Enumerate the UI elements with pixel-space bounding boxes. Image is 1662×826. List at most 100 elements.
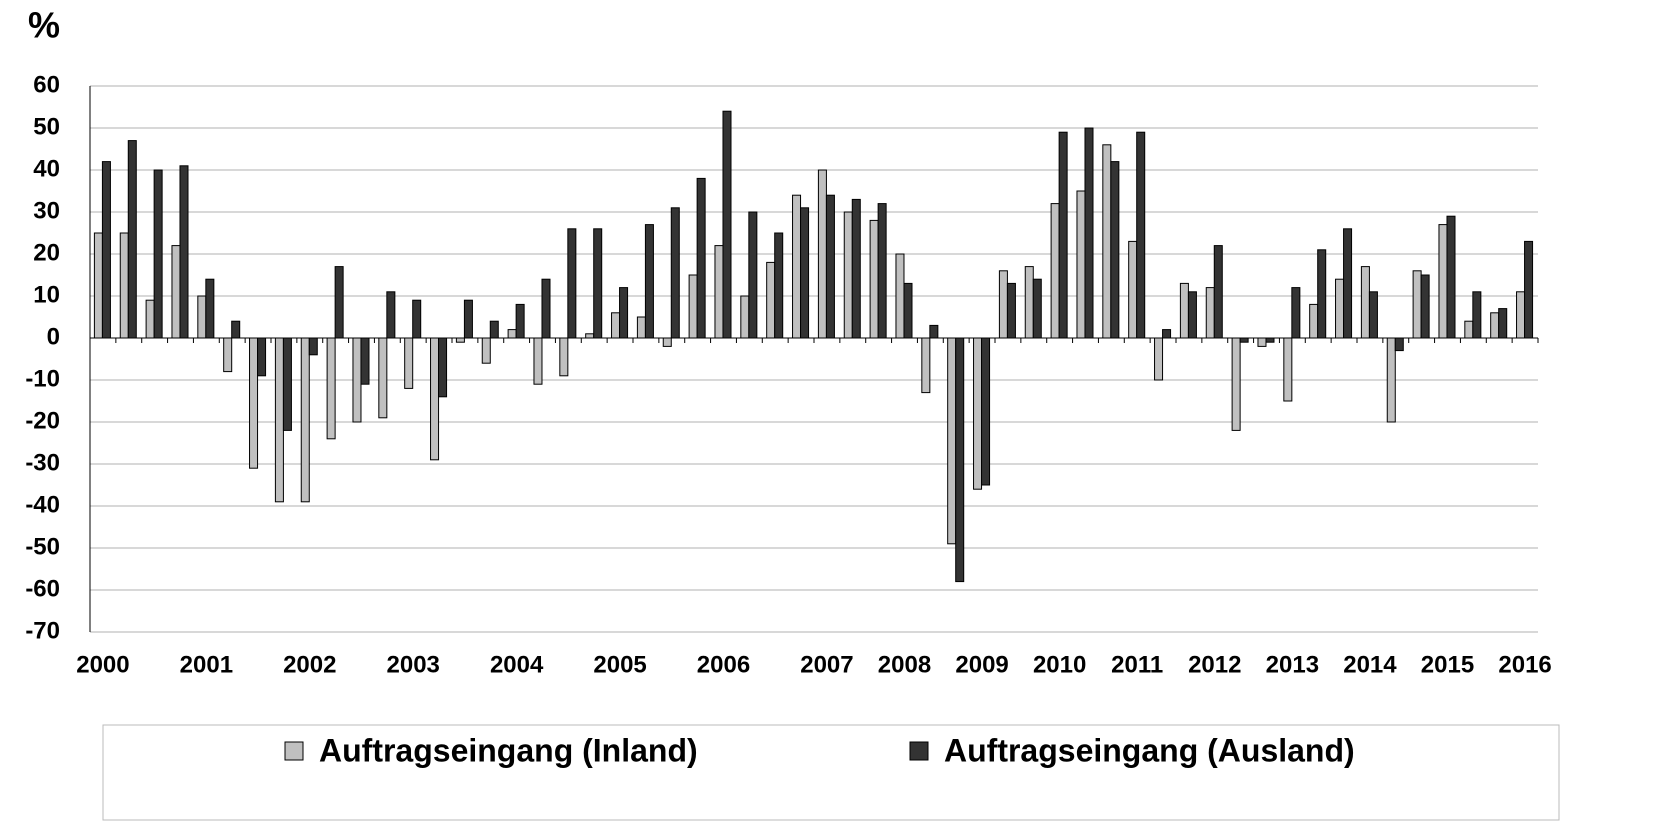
bar (973, 337, 983, 490)
bar (792, 194, 802, 339)
bar (438, 337, 448, 398)
bar (274, 337, 284, 503)
bar (800, 207, 810, 339)
bar (1412, 270, 1422, 339)
legend-box (102, 724, 1560, 821)
y-tick-label: -50 (25, 533, 60, 560)
y-tick-label: 60 (33, 71, 60, 98)
bar (463, 299, 473, 339)
bar (386, 291, 396, 339)
bar (430, 337, 440, 461)
x-tick-label: 2003 (387, 651, 440, 678)
bar (533, 337, 543, 385)
bar (662, 337, 672, 347)
bar (869, 219, 879, 339)
y-tick-label: 40 (33, 155, 60, 182)
y-tick-label: -30 (25, 449, 60, 476)
bar (179, 165, 189, 339)
legend-label: Auftragseingang (Ausland) (944, 732, 1355, 768)
bar (1335, 278, 1345, 339)
bar (1524, 240, 1534, 339)
bar (515, 303, 525, 339)
bar (921, 337, 931, 394)
bar (257, 337, 267, 377)
bar (352, 337, 362, 423)
bar (877, 203, 887, 339)
bar (998, 270, 1008, 339)
bar (1291, 287, 1301, 339)
bar (1102, 144, 1112, 339)
bar (249, 337, 259, 469)
x-tick-label: 2009 (955, 651, 1008, 678)
bar (360, 337, 370, 385)
bar (1368, 291, 1378, 339)
bar (843, 211, 853, 339)
bar (93, 232, 103, 339)
bar (567, 228, 577, 339)
bar (1076, 190, 1086, 339)
bar (1187, 291, 1197, 339)
y-tick-label: 20 (33, 239, 60, 266)
bar (412, 299, 422, 339)
bar (1024, 266, 1034, 339)
bar (1084, 127, 1094, 339)
bar (378, 337, 388, 419)
y-tick-label: -20 (25, 407, 60, 434)
bar (1386, 337, 1396, 423)
legend-swatch (284, 741, 304, 761)
bar (1343, 228, 1353, 339)
x-tick-label: 2000 (76, 651, 129, 678)
bar (688, 274, 698, 339)
bar (507, 329, 517, 339)
bar (722, 110, 732, 339)
y-tick-label: 10 (33, 281, 60, 308)
bar (1317, 249, 1327, 339)
bar (714, 245, 724, 339)
bar (1231, 337, 1241, 431)
bar (282, 337, 292, 431)
bar (611, 312, 621, 339)
bar (1058, 131, 1068, 339)
bar (481, 337, 491, 364)
bar (1050, 203, 1060, 339)
bar (981, 337, 991, 486)
x-tick-label: 2002 (283, 651, 336, 678)
bar (696, 177, 706, 339)
bar (205, 278, 215, 339)
x-tick-label: 2006 (697, 651, 750, 678)
bar (334, 266, 344, 339)
bar (1162, 329, 1172, 339)
bar (1213, 245, 1223, 339)
bar (740, 295, 750, 339)
bar (1360, 266, 1370, 339)
bar (593, 228, 603, 339)
bar (455, 337, 465, 343)
y-tick-label: -10 (25, 365, 60, 392)
bar (1438, 224, 1448, 339)
bar (1446, 215, 1456, 339)
bar (541, 278, 551, 339)
bar (1154, 337, 1164, 381)
x-tick-label: 2014 (1343, 651, 1397, 678)
bar (404, 337, 414, 389)
legend-label: Auftragseingang (Inland) (319, 732, 698, 768)
bar (585, 333, 595, 339)
bar (644, 224, 654, 339)
bar (1006, 282, 1016, 339)
bar (1179, 282, 1189, 339)
bar (119, 232, 129, 339)
bar (101, 161, 111, 339)
bar (153, 169, 163, 339)
bar (1472, 291, 1482, 339)
bar (1309, 303, 1319, 339)
bar (774, 232, 784, 339)
x-tick-label: 2016 (1498, 651, 1551, 678)
bar (1283, 337, 1293, 402)
bar (300, 337, 310, 503)
x-tick-label: 2015 (1421, 651, 1474, 678)
chart-title: % (28, 5, 60, 46)
x-tick-label: 2011 (1111, 651, 1163, 678)
y-tick-label: -70 (25, 617, 60, 644)
